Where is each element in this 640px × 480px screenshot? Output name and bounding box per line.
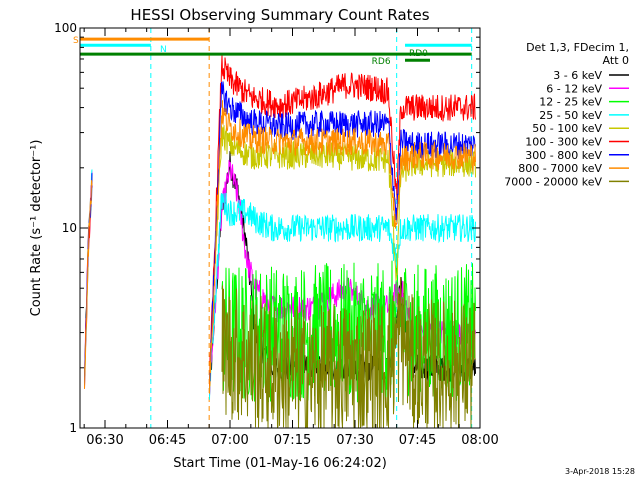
legend-entry-label: 100 - 300 keV	[525, 136, 602, 149]
flag-label-s: S	[73, 36, 79, 46]
y-tick-label: 1	[69, 421, 77, 435]
series-line-8-1	[84, 180, 93, 389]
axes: 06:30 06:45 07:00 07:15 07:30 07:45 08:00 1 10 10…	[54, 21, 499, 448]
series-line-6-2	[209, 54, 476, 387]
legend-entry-label: 6 - 12 keV	[546, 82, 602, 95]
legend-entry-label: 800 - 7000 keV	[518, 162, 602, 175]
y-axis-label: Count Rate (s⁻¹ detector⁻¹)	[29, 140, 44, 317]
chart-title: HESSI Observing Summary Count Rates	[130, 6, 429, 24]
timestamp: 3-Apr-2018 15:28	[565, 467, 635, 476]
y-tick-label: 100	[54, 21, 77, 35]
y-tick-label: 10	[62, 221, 77, 235]
series-line-8-2	[209, 100, 476, 394]
legend-entry-label: 12 - 25 keV	[539, 96, 602, 109]
legend-entry-label: 7000 - 20000 keV	[504, 175, 602, 188]
x-tick-label: 06:45	[149, 433, 186, 448]
flag-label-rd0: RD0	[409, 49, 428, 59]
plot-data: S N RD6 RD0	[73, 28, 476, 429]
x-tick-label: 07:45	[399, 433, 436, 448]
legend-entry-label: 300 - 800 keV	[525, 149, 602, 162]
legend-header-line-2: Att 0	[603, 54, 629, 67]
legend-header-line-1: Det 1,3, FDecim 1,	[526, 41, 629, 54]
x-tick-label: 08:00	[461, 433, 498, 448]
legend-entry-label: 50 - 100 keV	[532, 122, 602, 135]
series-line-4-2	[209, 192, 476, 400]
x-tick-label: 07:00	[211, 433, 248, 448]
x-tick-label: 07:15	[274, 433, 311, 448]
flag-label-rd6: RD6	[372, 57, 391, 67]
flag-label-n: N	[160, 45, 167, 55]
x-tick-label: 06:30	[86, 433, 123, 448]
legend-entry-label: 25 - 50 keV	[539, 109, 602, 122]
x-tick-label: 07:30	[336, 433, 373, 448]
legend-entry-label: 3 - 6 keV	[553, 69, 602, 82]
x-axis-label: Start Time (01-May-16 06:24:02)	[173, 456, 387, 471]
series-line-7-2	[209, 81, 476, 382]
series-line-9-1	[221, 277, 476, 429]
